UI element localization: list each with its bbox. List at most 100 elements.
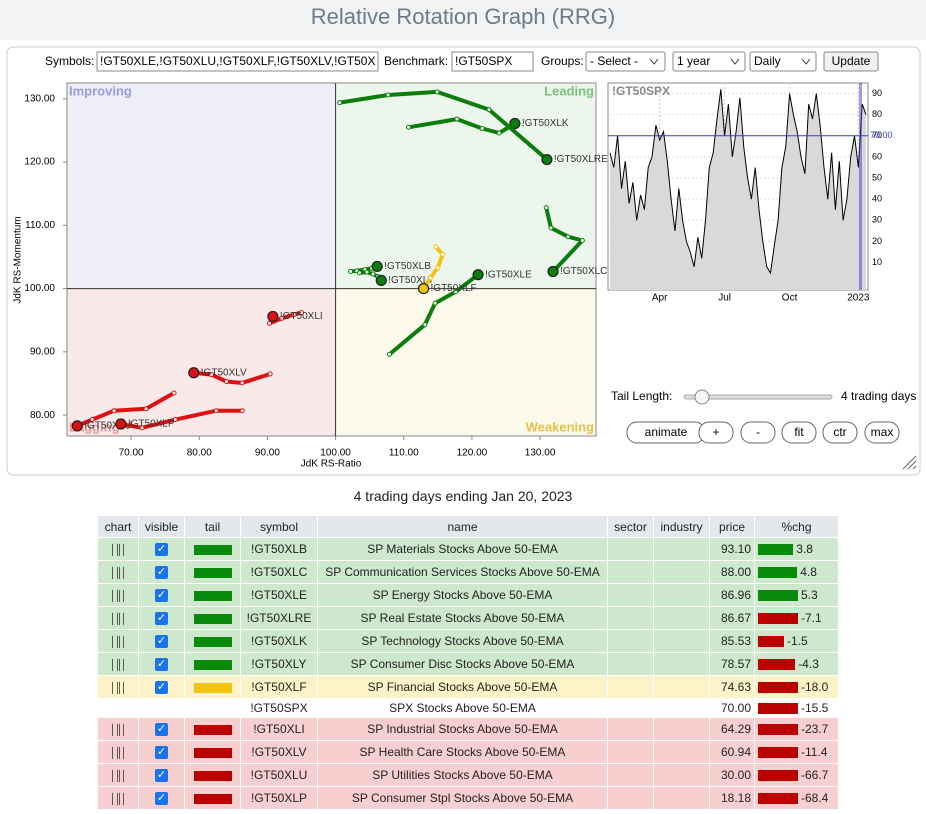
line <box>609 89 867 275</box>
y-tick-label: 60 <box>872 151 882 161</box>
head-point[interactable] <box>71 420 83 432</box>
name: SP Materials Stocks Above 50-EMA <box>317 537 608 561</box>
chart-icon[interactable]: │║│ <box>109 545 128 556</box>
name: SP Real Estate Stocks Above 50-EMA <box>317 606 608 630</box>
column-header[interactable]: visible <box>138 515 185 538</box>
symbol: !GT50XLV <box>240 740 318 764</box>
head-point[interactable] <box>115 418 127 430</box>
price: 64.29 <box>709 717 755 741</box>
column-header[interactable]: chart <box>97 515 139 538</box>
button[interactable] <box>781 421 817 444</box>
chart-icon[interactable]: │║│ <box>109 591 128 602</box>
groups-select[interactable] <box>585 51 666 72</box>
name: SP Energy Stocks Above 50-EMA <box>317 583 608 607</box>
chg-bar <box>758 793 798 805</box>
chg-value: -23.7 <box>801 722 829 736</box>
column-header[interactable]: sector <box>607 515 654 538</box>
symbol: !GT50XLU <box>240 763 318 787</box>
button-label: - <box>756 425 760 439</box>
y-tick-label: 80 <box>872 109 882 119</box>
head-point[interactable] <box>509 117 521 130</box>
chart-icon[interactable]: │║│ <box>109 771 128 782</box>
chg-value: -15.5 <box>801 701 829 715</box>
checkbox[interactable]: ✓ <box>155 723 168 737</box>
head-point[interactable] <box>547 265 559 278</box>
chart-cell: │║│ <box>97 740 139 764</box>
checkbox[interactable]: ✓ <box>155 769 168 783</box>
series-label: !GT50XLC <box>560 266 607 277</box>
tail-point <box>266 320 272 326</box>
chg-value: 5.3 <box>801 588 818 602</box>
checkbox[interactable]: ✓ <box>155 681 168 695</box>
chg-value: 3.8 <box>796 542 813 556</box>
head-point[interactable] <box>472 269 484 281</box>
button[interactable] <box>740 421 776 444</box>
y-tick-label: 70 <box>872 130 882 140</box>
y-tick-label: 120.00 <box>24 157 55 168</box>
update-button[interactable] <box>823 51 879 72</box>
head-point[interactable] <box>267 310 279 323</box>
table-row: │║│ ✓ !GT50XLP SP Consumer Stpl Stocks Abov… <box>97 786 839 810</box>
chg-cell: -15.5 <box>754 698 839 718</box>
column-header[interactable]: %chg <box>754 515 839 538</box>
tail-swatch <box>193 544 232 555</box>
x-tick-label: 80.00 <box>187 448 212 459</box>
industry <box>653 675 710 699</box>
checkbox[interactable]: ✓ <box>155 635 168 649</box>
checkbox[interactable]: ✓ <box>155 612 168 626</box>
chart-icon[interactable]: │║│ <box>109 614 128 625</box>
button[interactable] <box>698 421 734 444</box>
dropdown-arrow <box>649 58 659 65</box>
column-header[interactable]: price <box>709 515 755 538</box>
column-header[interactable]: industry <box>653 515 710 538</box>
period-select[interactable] <box>672 51 746 72</box>
chg-bar <box>758 613 798 625</box>
chart-icon[interactable]: │║│ <box>109 683 128 694</box>
frequency-value: Daily <box>754 54 781 68</box>
slider-knob[interactable] <box>694 389 710 405</box>
chart-icon[interactable]: │║│ <box>109 725 128 736</box>
chart-icon[interactable]: │║│ <box>109 748 128 759</box>
slider-track[interactable] <box>683 394 833 400</box>
chart-icon[interactable]: │║│ <box>109 794 128 805</box>
head-point[interactable] <box>375 274 387 286</box>
chart-cell: │║│ <box>97 652 139 676</box>
tail-cell <box>184 763 241 787</box>
tail-point <box>432 300 438 306</box>
head-point[interactable] <box>371 260 383 273</box>
chart-icon[interactable]: │║│ <box>109 568 128 579</box>
tail-swatch <box>193 682 232 693</box>
tail-point <box>454 116 460 122</box>
visible-cell: ✓ <box>138 652 185 676</box>
chg-bar <box>758 590 798 602</box>
x-tick-label: 70.00 <box>119 448 144 459</box>
x-tick-label: 90.00 <box>255 448 280 459</box>
head-point[interactable] <box>188 367 200 379</box>
benchmark-input[interactable] <box>451 51 534 72</box>
sector <box>607 629 654 653</box>
checkbox[interactable]: ✓ <box>155 566 168 580</box>
head-point[interactable] <box>541 153 553 166</box>
chg-bar <box>758 682 798 694</box>
checkbox[interactable]: ✓ <box>155 589 168 603</box>
column-header[interactable]: symbol <box>240 515 318 538</box>
button[interactable] <box>864 421 900 444</box>
column-header[interactable]: name <box>317 515 608 538</box>
button[interactable] <box>822 421 858 444</box>
visible-cell: ✓ <box>138 606 185 630</box>
head-point[interactable] <box>417 283 430 295</box>
checkbox[interactable]: ✓ <box>155 746 168 760</box>
tail-cell <box>184 583 241 607</box>
checkbox[interactable]: ✓ <box>155 658 168 672</box>
resize-handle[interactable] <box>902 455 917 470</box>
chart-icon[interactable]: │║│ <box>109 637 128 648</box>
table-header: chart visible tail symbol name sector industry… <box>97 515 839 538</box>
symbols-input[interactable] <box>96 51 379 72</box>
frequency-select[interactable] <box>749 51 817 72</box>
chart-icon[interactable]: │║│ <box>109 660 128 671</box>
industry <box>653 583 710 607</box>
quadrant-leading <box>335 83 596 289</box>
checkbox[interactable]: ✓ <box>155 792 168 806</box>
checkbox[interactable]: ✓ <box>155 543 168 557</box>
column-header[interactable]: tail <box>184 515 241 538</box>
